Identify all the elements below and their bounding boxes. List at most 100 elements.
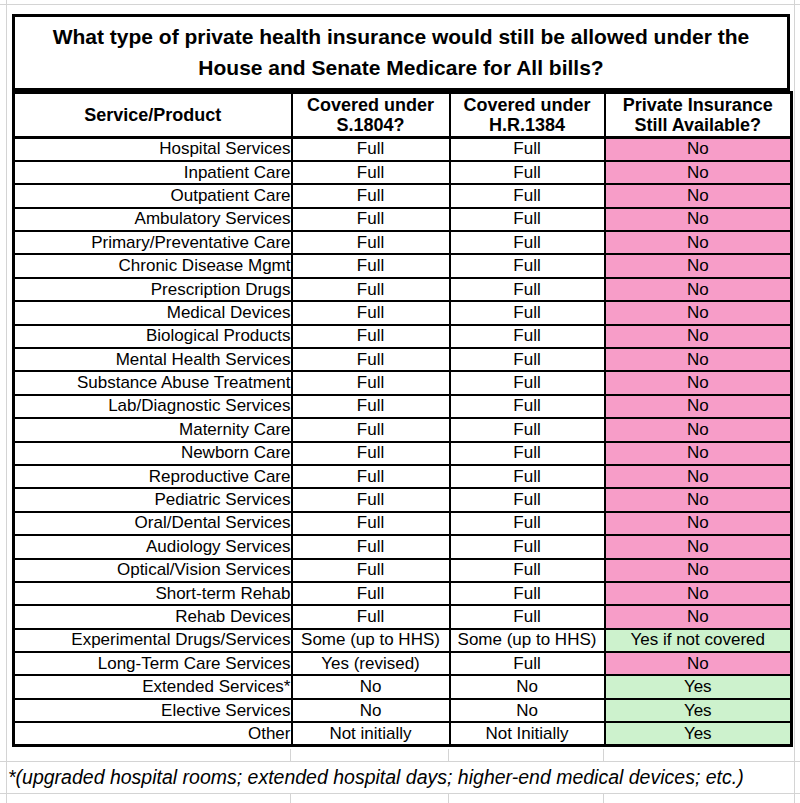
s1804-cell: Full	[292, 138, 450, 161]
hr1384-cell: Full	[450, 301, 605, 324]
s1804-cell: No	[292, 699, 450, 722]
service-cell: Rehab Devices	[14, 605, 292, 628]
table-row: Rehab DevicesFullFullNo	[14, 605, 792, 628]
coverage-table-body: Hospital ServicesFullFullNoInpatient Car…	[14, 138, 792, 746]
gridline	[794, 0, 795, 803]
hr1384-cell: Some (up to HHS)	[450, 629, 605, 652]
service-cell: Ambulatory Services	[14, 208, 292, 231]
service-cell: Extended Services*	[14, 675, 292, 698]
table-row: Chronic Disease MgmtFullFullNo	[14, 254, 792, 277]
service-cell: Other	[14, 722, 292, 745]
s1804-cell: Full	[292, 231, 450, 254]
availability-cell: No	[605, 582, 792, 605]
gridline	[603, 749, 604, 762]
hr1384-cell: Full	[450, 582, 605, 605]
table-row: Reproductive CareFullFullNo	[14, 465, 792, 488]
table-row: Hospital ServicesFullFullNo	[14, 138, 792, 161]
availability-cell: No	[605, 348, 792, 371]
service-cell: Biological Products	[14, 325, 292, 348]
service-cell: Chronic Disease Mgmt	[14, 254, 292, 277]
s1804-cell: Full	[292, 535, 450, 558]
service-cell: Short-term Rehab	[14, 582, 292, 605]
gridline	[0, 793, 800, 794]
s1804-cell: Some (up to HHS)	[292, 629, 450, 652]
availability-cell: Yes if not covered	[605, 629, 792, 652]
availability-cell: No	[605, 325, 792, 348]
coverage-table: Service/Product Covered under S.1804? Co…	[12, 91, 793, 747]
availability-cell: No	[605, 208, 792, 231]
s1804-cell: Full	[292, 559, 450, 582]
gridline	[6, 0, 7, 803]
service-cell: Elective Services	[14, 699, 292, 722]
availability-cell: No	[605, 161, 792, 184]
col-header-private-insurance: Private Insurance Still Available?	[605, 93, 792, 138]
s1804-cell: Not initially	[292, 722, 450, 745]
s1804-cell: No	[292, 675, 450, 698]
col-header-s1804: Covered under S.1804?	[292, 93, 450, 138]
s1804-cell: Full	[292, 184, 450, 207]
table-row: Substance Abuse TreatmentFullFullNo	[14, 371, 792, 394]
service-cell: Pediatric Services	[14, 488, 292, 511]
footnote: *(upgraded hospital rooms; extended hosp…	[8, 762, 798, 793]
s1804-cell: Full	[292, 371, 450, 394]
availability-cell: Yes	[605, 699, 792, 722]
col-header-hr1384: Covered under H.R.1384	[450, 93, 605, 138]
table-row: Oral/Dental ServicesFullFullNo	[14, 512, 792, 535]
gridline	[448, 749, 449, 762]
s1804-cell: Full	[292, 605, 450, 628]
s1804-cell: Full	[292, 512, 450, 535]
hr1384-cell: Full	[450, 231, 605, 254]
hr1384-cell: Full	[450, 652, 605, 675]
col-header-service-product: Service/Product	[14, 93, 292, 138]
gridline	[290, 749, 291, 762]
s1804-cell: Full	[292, 325, 450, 348]
service-cell: Experimental Drugs/Services	[14, 629, 292, 652]
table-row: Optical/Vision ServicesFullFullNo	[14, 559, 792, 582]
hr1384-cell: Not Initially	[450, 722, 605, 745]
hr1384-cell: Full	[450, 371, 605, 394]
hr1384-cell: Full	[450, 161, 605, 184]
page-title: What type of private health insurance wo…	[51, 22, 751, 83]
hr1384-cell: Full	[450, 278, 605, 301]
availability-cell: No	[605, 278, 792, 301]
gridline	[290, 793, 291, 803]
service-cell: Prescription Drugs	[14, 278, 292, 301]
table-row: Primary/Preventative CareFullFullNo	[14, 231, 792, 254]
hr1384-cell: Full	[450, 605, 605, 628]
service-cell: Lab/Diagnostic Services	[14, 395, 292, 418]
availability-cell: No	[605, 231, 792, 254]
service-cell: Oral/Dental Services	[14, 512, 292, 535]
hr1384-cell: Full	[450, 184, 605, 207]
availability-cell: No	[605, 535, 792, 558]
hr1384-cell: Full	[450, 488, 605, 511]
hr1384-cell: No	[450, 675, 605, 698]
availability-cell: No	[605, 605, 792, 628]
service-cell: Long-Term Care Services	[14, 652, 292, 675]
infographic-canvas: What type of private health insurance wo…	[0, 0, 800, 803]
table-row: Audiology ServicesFullFullNo	[14, 535, 792, 558]
s1804-cell: Full	[292, 465, 450, 488]
availability-cell: No	[605, 371, 792, 394]
hr1384-cell: Full	[450, 138, 605, 161]
table-row: Newborn CareFullFullNo	[14, 442, 792, 465]
table-row: Extended Services*NoNoYes	[14, 675, 792, 698]
gridline	[448, 793, 449, 803]
availability-cell: No	[605, 395, 792, 418]
table-row: Maternity CareFullFullNo	[14, 418, 792, 441]
s1804-cell: Full	[292, 301, 450, 324]
service-cell: Newborn Care	[14, 442, 292, 465]
table-row: OtherNot initiallyNot InitiallyYes	[14, 722, 792, 745]
table-row: Short-term RehabFullFullNo	[14, 582, 792, 605]
s1804-cell: Full	[292, 161, 450, 184]
s1804-cell: Full	[292, 488, 450, 511]
hr1384-cell: Full	[450, 348, 605, 371]
hr1384-cell: Full	[450, 465, 605, 488]
availability-cell: No	[605, 254, 792, 277]
gridline	[603, 793, 604, 803]
availability-cell: Yes	[605, 722, 792, 745]
service-cell: Reproductive Care	[14, 465, 292, 488]
service-cell: Outpatient Care	[14, 184, 292, 207]
table-row: Pediatric ServicesFullFullNo	[14, 488, 792, 511]
table-row: Elective ServicesNoNoYes	[14, 699, 792, 722]
table-row: Long-Term Care ServicesYes (revised)Full…	[14, 652, 792, 675]
